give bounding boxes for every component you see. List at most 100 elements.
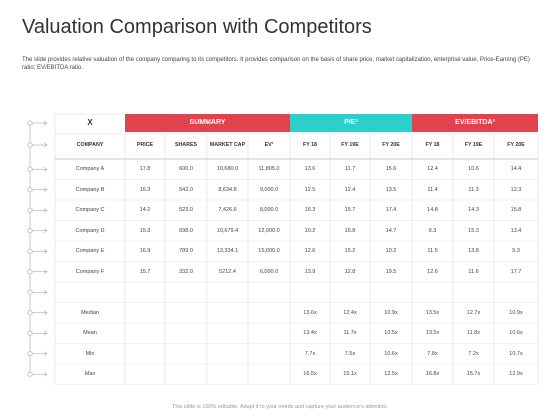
table-cell: 13,334.1 — [216, 248, 239, 255]
table-cell: 16.9 — [139, 248, 151, 255]
table-cell: 10,679.4 — [216, 227, 239, 234]
table-cell: 7.7x — [304, 350, 316, 357]
table-cell: 11.5 — [427, 248, 438, 255]
table-cell: 11,805.0 — [258, 166, 280, 173]
table-cell: 10.2 — [385, 248, 397, 255]
timeline-arrow — [43, 331, 48, 336]
table-cell: 542.0 — [179, 186, 193, 193]
timeline-dot — [27, 371, 33, 377]
table-cell: 9,000.0 — [259, 186, 279, 193]
table-cell: 12.5x — [384, 371, 398, 378]
table-cell: 17.7 — [510, 268, 522, 275]
table-cell: 523.0 — [179, 207, 193, 214]
table-cell: 12.6 — [304, 248, 316, 255]
timeline-dot — [27, 330, 33, 336]
table-cell: 11.3 — [468, 186, 479, 193]
table-cell: 10.6x — [384, 350, 398, 357]
table-cell: 16.5x — [303, 371, 317, 378]
table-cell: 14.4 — [510, 166, 522, 173]
row-label: Max — [84, 371, 96, 378]
table-cell: 10,680.0 — [216, 166, 239, 173]
table-cell: 9.3 — [428, 227, 437, 234]
table-cell: 8,634.8 — [218, 186, 237, 193]
row-label: Company C — [75, 207, 105, 214]
table-cell: 600.0 — [179, 166, 193, 173]
table-cell: 13.5x — [425, 330, 440, 337]
table-cell: 10.9x — [509, 309, 523, 316]
table-cell: 13.9 — [304, 268, 316, 275]
table-cell: 8,000.0 — [259, 207, 279, 214]
timeline-arrow — [43, 228, 48, 233]
row-label: Median — [80, 309, 100, 316]
timeline-dot — [27, 207, 33, 213]
table-cell: 16.8x — [425, 371, 440, 378]
table-cell: 12.7x — [466, 309, 481, 316]
table-cell: 11.4 — [427, 186, 438, 193]
table-cell: 12.9x — [509, 371, 523, 378]
table-cell: 10.2 — [304, 227, 316, 234]
column-header: COMPANY — [76, 142, 104, 148]
column-header: FY 18 — [425, 142, 440, 148]
column-header: FY 19E — [464, 142, 483, 148]
table-cell: 7,426.6 — [218, 207, 237, 214]
timeline-dot — [27, 248, 33, 254]
table-cell: 13.6x — [303, 309, 317, 316]
table-cell: 11.6 — [468, 268, 479, 275]
column-header: MARKET CAP — [209, 142, 246, 148]
table-cell: 9.3 — [512, 248, 520, 255]
column-header: FY 20E — [382, 142, 400, 148]
table-cell: 12,000.0 — [258, 227, 280, 234]
title: Valuation Comparison with Competitors — [22, 16, 372, 38]
table-cell: 10.9x — [384, 309, 398, 316]
table-cell: 14.7 — [385, 227, 397, 234]
table-cell: 13.8 — [468, 248, 479, 255]
timeline-dot — [27, 310, 33, 316]
timeline-arrow — [43, 269, 48, 274]
timeline-arrow — [43, 310, 48, 315]
footer: This slide is 100% editable. Adapt it to… — [172, 404, 388, 410]
table-cell: 14.8 — [427, 207, 438, 214]
timeline-arrow — [43, 120, 48, 126]
timeline-dot — [27, 351, 33, 357]
group-header: SUMMARY — [125, 114, 290, 132]
timeline-dot — [27, 228, 33, 234]
table-cell: 11.8x — [466, 330, 481, 337]
table-cell: 10.6 — [468, 166, 479, 173]
table-cell: 15.7 — [139, 268, 151, 275]
row-label: Company F — [75, 268, 105, 275]
column-header: FY 19E — [341, 142, 359, 148]
table-cell: 15,000.0 — [258, 248, 280, 255]
column-header: EV¹ — [264, 142, 274, 148]
column-header: FY 20E — [507, 142, 525, 148]
table-cell: 11.7 — [344, 166, 356, 173]
table-cell: 15.1x — [343, 371, 357, 378]
timeline-arrow — [43, 372, 48, 377]
table-cell: 12.6 — [427, 268, 438, 275]
table-cell: 10.5x — [384, 330, 398, 337]
row-label: Min — [85, 350, 95, 357]
table-cell: 6,000.0 — [259, 268, 279, 275]
table-cell: 15.7 — [344, 207, 356, 214]
corner-label: X — [87, 118, 93, 127]
table-cell: 15.3 — [139, 227, 151, 234]
timeline-dot — [27, 120, 33, 126]
timeline-dot — [27, 289, 33, 295]
timeline-dot — [27, 166, 33, 172]
group-header: EV/EBITDA³ — [412, 114, 538, 132]
table-cell: 12.4 — [427, 166, 438, 173]
table-cell: 15.3 — [468, 227, 479, 234]
table-cell: 16.3 — [139, 186, 151, 193]
table-cell: 12.3 — [510, 186, 522, 193]
row-label: Company B — [75, 186, 105, 193]
column-header: PRICE — [136, 142, 154, 148]
column-header: FY 18 — [302, 142, 318, 148]
timeline-arrow — [43, 208, 48, 213]
table-cell: 15.6 — [385, 166, 397, 173]
table-cell: 16.8 — [344, 227, 356, 234]
row-label: Company A — [75, 166, 105, 173]
table-cell: 12.5 — [304, 186, 316, 193]
timeline-dot — [27, 187, 33, 193]
table-cell: 15.8 — [510, 207, 522, 214]
row-label: Mean — [83, 330, 97, 337]
